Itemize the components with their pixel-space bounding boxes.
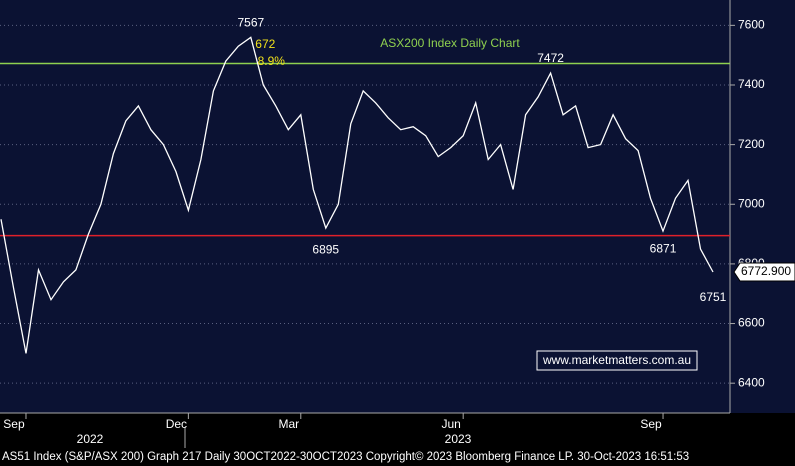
annotation: 6895 bbox=[312, 242, 339, 256]
x-tick-label: Jun bbox=[441, 417, 460, 431]
y-tick-label: 7000 bbox=[738, 196, 765, 210]
footer: AS51 Index (S&P/ASX 200) Graph 217 Daily… bbox=[2, 451, 689, 463]
y-tick-label: 7600 bbox=[738, 18, 765, 32]
year-label: 2023 bbox=[445, 432, 472, 446]
annotation: 7472 bbox=[537, 51, 564, 65]
annotation: 8.9% bbox=[258, 54, 286, 68]
year-label: 2022 bbox=[77, 432, 104, 446]
x-tick-label: Dec bbox=[166, 417, 187, 431]
annotation: 6871 bbox=[650, 241, 677, 255]
y-tick-label: 6400 bbox=[738, 375, 765, 389]
y-tick-label: 7400 bbox=[738, 77, 765, 91]
last-value-tag bbox=[733, 262, 795, 282]
annotation: 672 bbox=[255, 37, 275, 51]
x-tick-label: Sep bbox=[640, 417, 662, 431]
x-tick-label: Sep bbox=[3, 417, 25, 431]
annotation: 6751 bbox=[700, 290, 727, 304]
y-tick-label: 6600 bbox=[738, 316, 765, 330]
price-line bbox=[0, 36, 714, 354]
x-tick-label: Mar bbox=[278, 417, 299, 431]
watermark-box bbox=[536, 350, 698, 371]
annotation: 7567 bbox=[237, 15, 264, 29]
chart-title: ASX200 Index Daily Chart bbox=[380, 36, 520, 50]
watermark: www.marketmatters.com.au bbox=[542, 353, 691, 367]
axis-strip bbox=[0, 413, 795, 466]
plot-background bbox=[0, 0, 795, 413]
y-tick-label: 7200 bbox=[738, 137, 765, 151]
last-value-label: 6772.900 bbox=[741, 264, 791, 278]
